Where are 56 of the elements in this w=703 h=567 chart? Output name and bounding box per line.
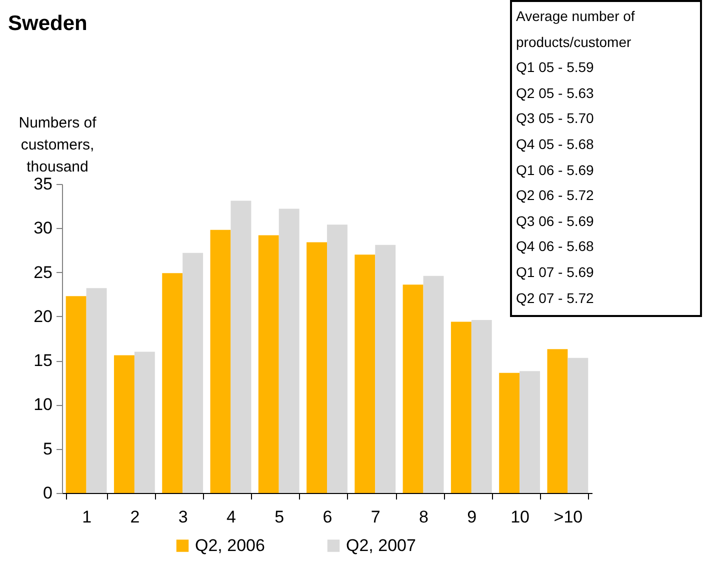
x-tick-label: 1 [82, 508, 92, 526]
bar [568, 358, 588, 493]
bar [134, 352, 155, 493]
bar [114, 355, 134, 493]
bar [258, 235, 279, 493]
bar [182, 252, 204, 493]
y-tick-label: 0 [43, 484, 52, 502]
x-tick-label: 10 [510, 508, 530, 526]
bar [162, 273, 183, 493]
y-tick-label: 20 [34, 306, 52, 326]
annotation: Q4 06 - 5.68 [516, 237, 595, 256]
bar [520, 371, 540, 493]
annotation: Q1 07 - 5.69 [516, 262, 595, 282]
annotation: Q2 06 - 5.72 [516, 186, 595, 206]
annotation: Q3 06 - 5.69 [516, 212, 595, 231]
text: Q1 06 - 5.69 [516, 162, 594, 178]
x-tick-label: 6 [322, 508, 332, 526]
bar [230, 200, 252, 493]
bar [450, 322, 472, 493]
x-tick-label: >10 [554, 508, 583, 526]
bar [402, 284, 424, 493]
y-axis-title: Numbers of customers, thousand [18, 114, 98, 176]
x-tick-label: 4 [226, 508, 236, 526]
legend-label: Q2, 2007 [346, 536, 416, 555]
text: Q1 05 - 5.59 [516, 59, 594, 76]
bar [375, 244, 396, 493]
bar [306, 242, 327, 493]
annotation: Q2 07 - 5.72 [516, 288, 595, 308]
chart-title: Sweden [8, 12, 88, 36]
bar [66, 296, 86, 493]
legend-label: Q2, 2006 [195, 536, 265, 555]
bar [354, 254, 376, 493]
x-tick-label: 8 [419, 508, 429, 526]
text: Q2 05 - 5.63 [516, 84, 594, 101]
x-tick-label: 5 [274, 508, 284, 526]
y-tick-label: 10 [34, 395, 52, 414]
y-tick-label: 25 [34, 262, 52, 282]
bar [86, 288, 107, 493]
x-tick-label: 2 [130, 508, 140, 526]
text: Q3 05 - 5.70 [516, 110, 594, 126]
y-tick-label: 35 [34, 174, 52, 194]
bar [547, 349, 568, 493]
x-tick-label: 7 [370, 508, 380, 526]
bar [327, 224, 348, 493]
text: Q4 05 - 5.68 [516, 136, 594, 152]
y-tick-label: 5 [43, 439, 52, 458]
text: Average number of products/customer [516, 8, 635, 50]
bar [278, 208, 300, 493]
bar [210, 230, 231, 493]
bar [423, 276, 444, 493]
x-tick-label: 3 [178, 508, 188, 526]
bar [471, 320, 492, 493]
y-tick-label: 15 [34, 351, 52, 370]
y-tick-label: 30 [34, 218, 52, 238]
bar [499, 372, 520, 493]
x-tick-label: 9 [467, 508, 477, 526]
